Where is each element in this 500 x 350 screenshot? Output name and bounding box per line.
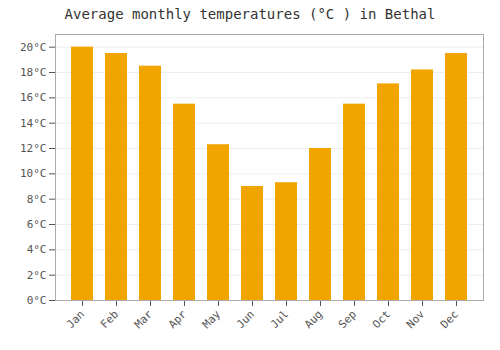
- svg-text:Nov: Nov: [404, 307, 428, 331]
- svg-text:Aug: Aug: [302, 308, 325, 331]
- svg-text:12°C: 12°C: [20, 142, 47, 155]
- svg-text:May: May: [200, 307, 224, 331]
- svg-text:6°C: 6°C: [27, 218, 47, 231]
- svg-text:Jun: Jun: [234, 308, 257, 331]
- svg-text:Dec: Dec: [438, 308, 461, 331]
- svg-text:Feb: Feb: [98, 308, 121, 331]
- html-text:Average monthly temperatures (: Average monthly temperatures (°C ) in Be…: [64, 6, 436, 22]
- svg-text:18°C: 18°C: [20, 66, 47, 79]
- svg-text:Oct: Oct: [370, 308, 393, 331]
- svg-text:10°C: 10°C: [20, 167, 47, 180]
- svg-text:Sep: Sep: [336, 308, 359, 331]
- svg-text:Jan: Jan: [64, 308, 87, 331]
- svg-text:16°C: 16°C: [20, 91, 47, 104]
- svg-text:4°C: 4°C: [27, 243, 47, 256]
- svg-text:Mar: Mar: [132, 307, 156, 331]
- svg-text:8°C: 8°C: [27, 193, 47, 206]
- svg-text:0°C: 0°C: [27, 294, 47, 307]
- svg-text:20°C: 20°C: [20, 41, 47, 54]
- svg-text:Jul: Jul: [268, 308, 291, 331]
- svg-text:Apr: Apr: [166, 307, 190, 331]
- svg-text:2°C: 2°C: [27, 269, 47, 282]
- svg-text:14°C: 14°C: [20, 117, 47, 130]
